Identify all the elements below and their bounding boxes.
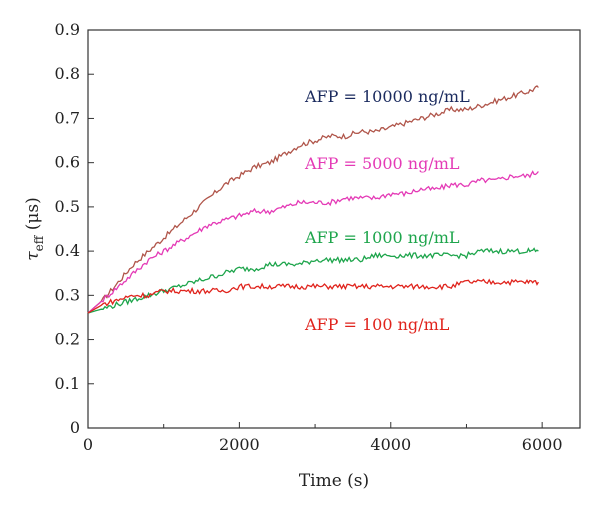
series-label: AFP = 1000 ng/mL [304, 228, 460, 247]
x-tick-label: 0 [83, 435, 93, 454]
y-axis-title: τeff (μs) [23, 197, 46, 261]
y-tick-label: 0.3 [55, 285, 80, 304]
x-tick-label: 4000 [370, 435, 411, 454]
y-tick-label: 0 [70, 418, 80, 437]
y-axis-title-unit: (μs) [23, 197, 43, 235]
series-lines [87, 85, 539, 314]
series-label: AFP = 100 ng/mL [304, 315, 450, 334]
y-tick-label: 0.5 [55, 197, 80, 216]
series-labels: AFP = 10000 ng/mL AFP = 5000 ng/mL AFP = 1… [304, 87, 470, 334]
y-tick-label: 0.7 [55, 108, 80, 127]
y-axis-title-symbol: τ [23, 251, 43, 261]
series-label: AFP = 10000 ng/mL [304, 87, 470, 106]
series-line [87, 278, 539, 314]
y-axis: 0 0.1 0.2 0.3 0.4 0.5 0.6 0.7 0.8 0.9 [55, 20, 94, 437]
series-label: AFP = 5000 ng/mL [304, 154, 460, 173]
plot-frame [87, 29, 581, 429]
y-tick-label: 0.2 [55, 330, 80, 349]
x-tick-label: 2000 [219, 435, 260, 454]
series-line [87, 85, 539, 314]
y-tick-label: 0.1 [55, 374, 80, 393]
x-tick-label: 6000 [522, 435, 563, 454]
series-line [87, 247, 539, 314]
x-axis-title: Time (s) [299, 471, 369, 491]
y-tick-label: 0.8 [55, 64, 80, 83]
y-tick-label: 0.6 [55, 153, 80, 172]
y-tick-label: 0.9 [55, 20, 80, 39]
series-line [87, 170, 539, 314]
y-tick-label: 0.4 [55, 241, 80, 260]
x-axis: 0 2000 4000 6000 [83, 422, 563, 454]
y-axis-title-subscript: eff [32, 234, 46, 251]
